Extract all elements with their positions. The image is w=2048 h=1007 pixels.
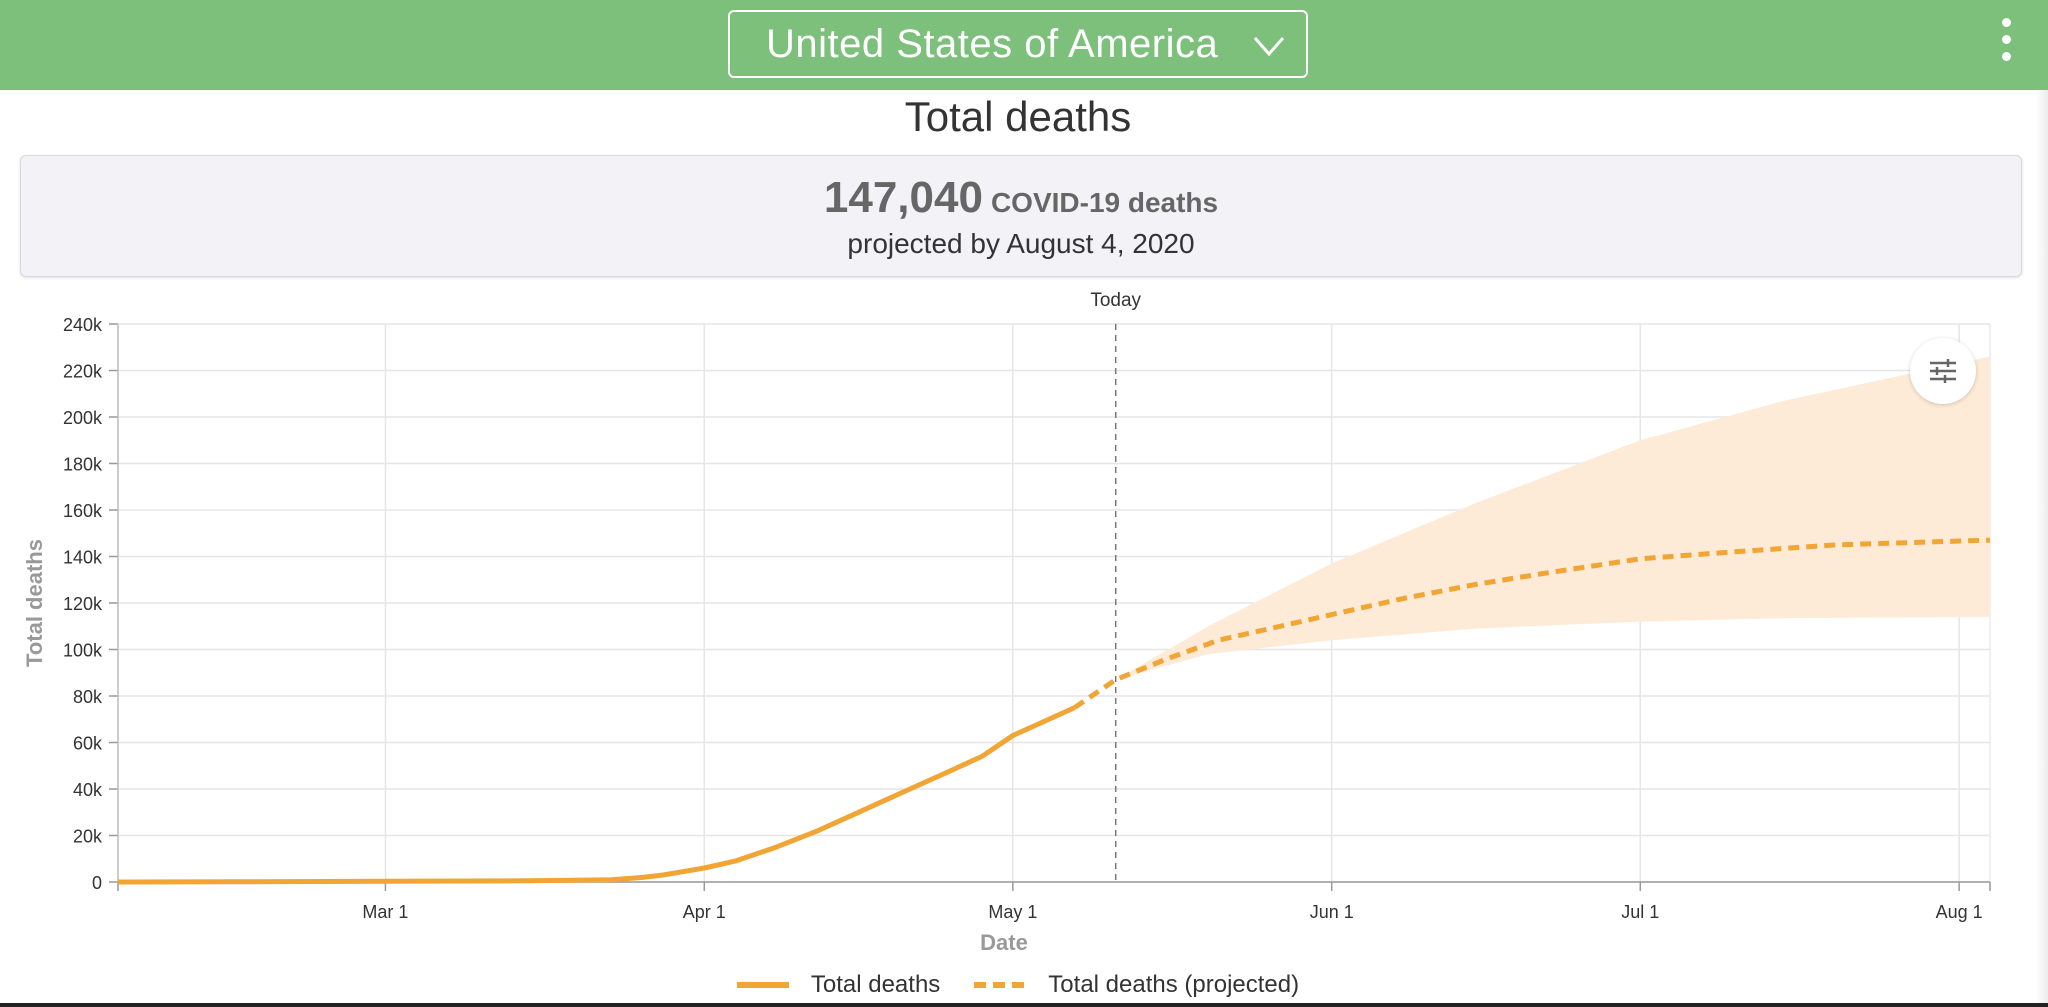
y-tick-label: 80k <box>73 687 103 707</box>
summary-subtitle: projected by August 4, 2020 <box>847 228 1195 259</box>
legend-label-actual: Total deaths <box>810 971 941 998</box>
x-tick-label: Jul 1 <box>1621 902 1659 922</box>
legend-solid-swatch <box>736 982 789 988</box>
summary-unit: COVID-19 deaths <box>990 187 1219 218</box>
summary-headline: 147,040 COVID-19 deaths <box>21 172 2021 234</box>
today-label: Today <box>1090 290 1141 311</box>
x-tick-label: Jun 1 <box>1310 902 1354 922</box>
country-label: United States of America <box>766 22 1219 66</box>
x-tick-label: Apr 1 <box>683 902 726 922</box>
projection-uncertainty-band <box>1115 356 1990 680</box>
scrollbar[interactable] <box>2036 90 2048 1007</box>
summary-card: 147,040 COVID-19 deaths projected by Augu… <box>20 155 2022 277</box>
y-tick-label: 180k <box>63 455 103 475</box>
series-line-projected <box>1073 537 1991 710</box>
y-tick-label: 160k <box>63 501 103 521</box>
chart-legend: Total deaths Total deaths (projected) <box>0 968 2036 1002</box>
country-dropdown[interactable]: United States of America <box>728 10 1308 78</box>
top-bar: United States of America <box>0 0 2048 90</box>
legend-label-projected: Total deaths (projected) <box>1048 971 1300 998</box>
y-tick-label: 40k <box>73 780 103 800</box>
y-tick-label: 200k <box>63 408 103 428</box>
chevron-down-icon <box>1253 37 1285 57</box>
series-line-actual <box>117 705 1076 885</box>
total-deaths-chart: 0 20k 40k 60k 80k 100k 120k 140k 160k 180k 200k 220… <box>22 290 1991 955</box>
y-tick-label: 140k <box>63 548 103 568</box>
y-tick-label: 60k <box>73 734 103 754</box>
bottom-edge <box>0 1003 2048 1007</box>
chart-filter-button[interactable] <box>1910 338 1976 404</box>
summary-number: 147,040 <box>823 173 983 222</box>
legend-dashed-swatch <box>974 982 1027 988</box>
x-tick-label: Aug 1 <box>1936 902 1983 922</box>
y-axis-title: Total deaths <box>22 539 47 667</box>
y-tick-label: 120k <box>63 594 103 614</box>
y-tick-label: 20k <box>73 827 103 847</box>
y-tick-label: 220k <box>63 362 103 382</box>
y-tick-label: 240k <box>63 315 103 335</box>
vertical-dots-icon[interactable] <box>1992 18 2020 70</box>
x-tick-label: Mar 1 <box>362 902 408 922</box>
y-tick-label: 0 <box>92 873 102 893</box>
x-axis-title: Date <box>980 930 1028 955</box>
page-title: Total deaths <box>904 93 1132 140</box>
legend-item-projected[interactable]: Total deaths (projected) <box>974 971 1299 999</box>
x-tick-label: May 1 <box>988 902 1037 922</box>
sliders-icon <box>1930 359 1956 383</box>
legend-item-actual[interactable]: Total deaths <box>736 971 941 999</box>
y-tick-label: 100k <box>63 641 103 661</box>
